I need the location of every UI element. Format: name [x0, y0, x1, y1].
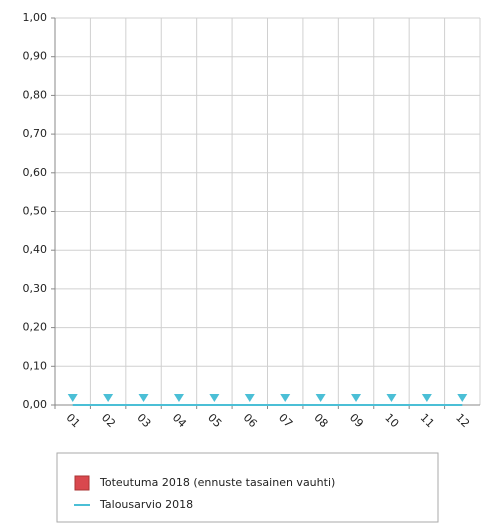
line-marker: [457, 394, 468, 402]
line-marker: [244, 394, 255, 402]
x-tick-label: 08: [311, 411, 330, 430]
x-tick-label: 11: [418, 411, 437, 430]
x-tick-label: 06: [241, 411, 260, 430]
y-tick-label: 0,50: [23, 205, 48, 218]
y-tick-label: 0,40: [23, 243, 48, 256]
line-marker: [386, 394, 397, 402]
legend: Toteutuma 2018 (ennuste tasainen vauhti)…: [56, 452, 439, 523]
line-marker: [67, 394, 78, 402]
y-tick-label: 0,30: [23, 282, 48, 295]
legend-swatch: [74, 475, 90, 491]
line-marker: [209, 394, 220, 402]
line-marker: [280, 394, 291, 402]
y-tick-label: 0,00: [23, 398, 48, 411]
line-marker: [351, 394, 362, 402]
x-tick-label: 03: [134, 411, 153, 430]
y-tick-label: 0,60: [23, 166, 48, 179]
x-tick-label: 10: [382, 411, 401, 430]
y-tick-label: 0,90: [23, 50, 48, 63]
x-tick-label: 02: [99, 411, 118, 430]
legend-label: Talousarvio 2018: [99, 498, 193, 511]
line-marker: [138, 394, 149, 402]
line-marker: [421, 394, 432, 402]
line-marker: [173, 394, 184, 402]
y-tick-label: 1,00: [23, 11, 48, 24]
legend-box: [56, 452, 439, 523]
legend-label: Toteutuma 2018 (ennuste tasainen vauhti): [99, 476, 335, 489]
y-tick-label: 0,20: [23, 321, 48, 334]
x-tick-label: 01: [64, 411, 83, 430]
y-tick-label: 0,80: [23, 88, 48, 101]
x-tick-label: 05: [205, 411, 224, 430]
y-tick-label: 0,10: [23, 359, 48, 372]
line-marker: [315, 394, 326, 402]
x-tick-label: 12: [453, 411, 472, 430]
x-tick-label: 07: [276, 411, 295, 430]
x-tick-label: 09: [347, 411, 366, 430]
x-tick-label: 04: [170, 411, 189, 430]
line-marker: [103, 394, 114, 402]
y-tick-label: 0,70: [23, 127, 48, 140]
